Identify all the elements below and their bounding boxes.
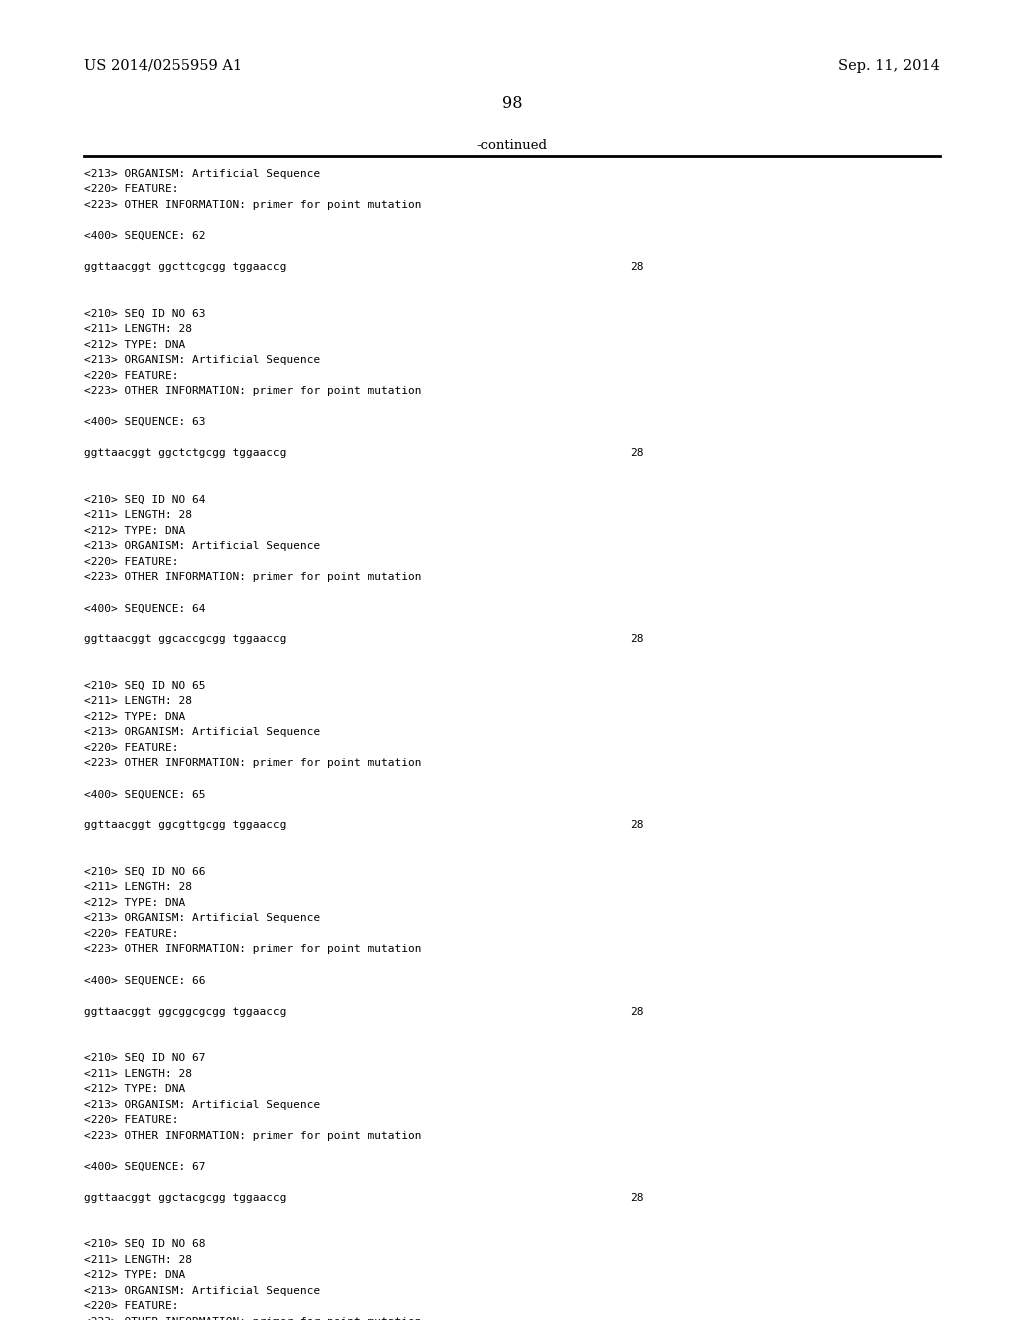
Text: ggttaacggt ggcggcgcgg tggaaccg: ggttaacggt ggcggcgcgg tggaaccg: [84, 1007, 287, 1016]
Text: <213> ORGANISM: Artificial Sequence: <213> ORGANISM: Artificial Sequence: [84, 541, 321, 552]
Text: <212> TYPE: DNA: <212> TYPE: DNA: [84, 1084, 185, 1094]
Text: ggttaacggt ggcaccgcgg tggaaccg: ggttaacggt ggcaccgcgg tggaaccg: [84, 635, 287, 644]
Text: <213> ORGANISM: Artificial Sequence: <213> ORGANISM: Artificial Sequence: [84, 1100, 321, 1110]
Text: <213> ORGANISM: Artificial Sequence: <213> ORGANISM: Artificial Sequence: [84, 727, 321, 738]
Text: <220> FEATURE:: <220> FEATURE:: [84, 1115, 178, 1125]
Text: <211> LENGTH: 28: <211> LENGTH: 28: [84, 325, 191, 334]
Text: <210> SEQ ID NO 64: <210> SEQ ID NO 64: [84, 495, 206, 504]
Text: 28: 28: [630, 635, 643, 644]
Text: <220> FEATURE:: <220> FEATURE:: [84, 1302, 178, 1311]
Text: <212> TYPE: DNA: <212> TYPE: DNA: [84, 1270, 185, 1280]
Text: <400> SEQUENCE: 65: <400> SEQUENCE: 65: [84, 789, 206, 800]
Text: <211> LENGTH: 28: <211> LENGTH: 28: [84, 883, 191, 892]
Text: ggttaacggt ggctacgcgg tggaaccg: ggttaacggt ggctacgcgg tggaaccg: [84, 1193, 287, 1203]
Text: <223> OTHER INFORMATION: primer for point mutation: <223> OTHER INFORMATION: primer for poin…: [84, 945, 422, 954]
Text: <400> SEQUENCE: 66: <400> SEQUENCE: 66: [84, 975, 206, 986]
Text: <211> LENGTH: 28: <211> LENGTH: 28: [84, 697, 191, 706]
Text: <223> OTHER INFORMATION: primer for point mutation: <223> OTHER INFORMATION: primer for poin…: [84, 387, 422, 396]
Text: ggttaacggt ggcgttgcgg tggaaccg: ggttaacggt ggcgttgcgg tggaaccg: [84, 821, 287, 830]
Text: <223> OTHER INFORMATION: primer for point mutation: <223> OTHER INFORMATION: primer for poin…: [84, 199, 422, 210]
Text: <400> SEQUENCE: 62: <400> SEQUENCE: 62: [84, 231, 206, 242]
Text: <220> FEATURE:: <220> FEATURE:: [84, 185, 178, 194]
Text: <210> SEQ ID NO 67: <210> SEQ ID NO 67: [84, 1053, 206, 1063]
Text: <220> FEATURE:: <220> FEATURE:: [84, 557, 178, 566]
Text: <212> TYPE: DNA: <212> TYPE: DNA: [84, 711, 185, 722]
Text: <212> TYPE: DNA: <212> TYPE: DNA: [84, 525, 185, 536]
Text: <223> OTHER INFORMATION: primer for point mutation: <223> OTHER INFORMATION: primer for poin…: [84, 1131, 422, 1140]
Text: <210> SEQ ID NO 65: <210> SEQ ID NO 65: [84, 681, 206, 690]
Text: <211> LENGTH: 28: <211> LENGTH: 28: [84, 1069, 191, 1078]
Text: <210> SEQ ID NO 66: <210> SEQ ID NO 66: [84, 867, 206, 876]
Text: ggttaacggt ggcttcgcgg tggaaccg: ggttaacggt ggcttcgcgg tggaaccg: [84, 263, 287, 272]
Text: <212> TYPE: DNA: <212> TYPE: DNA: [84, 898, 185, 908]
Text: <213> ORGANISM: Artificial Sequence: <213> ORGANISM: Artificial Sequence: [84, 169, 321, 180]
Text: <223> OTHER INFORMATION: primer for point mutation: <223> OTHER INFORMATION: primer for poin…: [84, 573, 422, 582]
Text: <213> ORGANISM: Artificial Sequence: <213> ORGANISM: Artificial Sequence: [84, 355, 321, 366]
Text: 98: 98: [502, 95, 522, 112]
Text: <223> OTHER INFORMATION: primer for point mutation: <223> OTHER INFORMATION: primer for poin…: [84, 759, 422, 768]
Text: <213> ORGANISM: Artificial Sequence: <213> ORGANISM: Artificial Sequence: [84, 913, 321, 924]
Text: <212> TYPE: DNA: <212> TYPE: DNA: [84, 339, 185, 350]
Text: <210> SEQ ID NO 68: <210> SEQ ID NO 68: [84, 1239, 206, 1249]
Text: 28: 28: [630, 1007, 643, 1016]
Text: <211> LENGTH: 28: <211> LENGTH: 28: [84, 511, 191, 520]
Text: <400> SEQUENCE: 67: <400> SEQUENCE: 67: [84, 1162, 206, 1172]
Text: <400> SEQUENCE: 63: <400> SEQUENCE: 63: [84, 417, 206, 428]
Text: 28: 28: [630, 263, 643, 272]
Text: <400> SEQUENCE: 64: <400> SEQUENCE: 64: [84, 603, 206, 614]
Text: ggttaacggt ggctctgcgg tggaaccg: ggttaacggt ggctctgcgg tggaaccg: [84, 449, 287, 458]
Text: <220> FEATURE:: <220> FEATURE:: [84, 743, 178, 752]
Text: <223> OTHER INFORMATION: primer for point mutation: <223> OTHER INFORMATION: primer for poin…: [84, 1317, 422, 1320]
Text: <220> FEATURE:: <220> FEATURE:: [84, 929, 178, 939]
Text: 28: 28: [630, 1193, 643, 1203]
Text: Sep. 11, 2014: Sep. 11, 2014: [839, 58, 940, 73]
Text: <213> ORGANISM: Artificial Sequence: <213> ORGANISM: Artificial Sequence: [84, 1286, 321, 1296]
Text: 28: 28: [630, 821, 643, 830]
Text: -continued: -continued: [476, 139, 548, 152]
Text: 28: 28: [630, 449, 643, 458]
Text: <210> SEQ ID NO 63: <210> SEQ ID NO 63: [84, 309, 206, 318]
Text: <220> FEATURE:: <220> FEATURE:: [84, 371, 178, 380]
Text: <211> LENGTH: 28: <211> LENGTH: 28: [84, 1255, 191, 1265]
Text: US 2014/0255959 A1: US 2014/0255959 A1: [84, 58, 242, 73]
